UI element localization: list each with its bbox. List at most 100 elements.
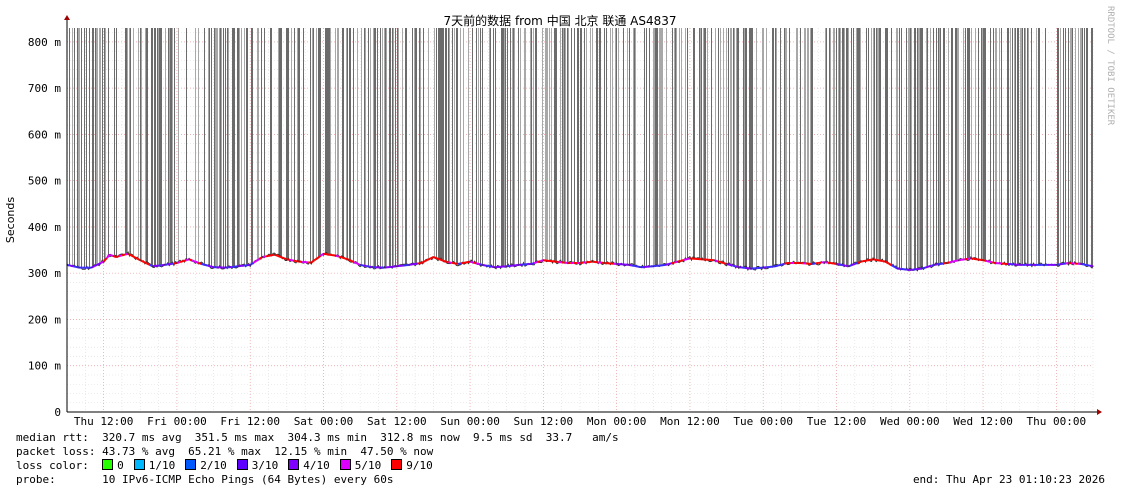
smoke-bar bbox=[749, 28, 750, 269]
loss-color-label: loss color: bbox=[16, 459, 89, 472]
smoke-bar bbox=[839, 28, 840, 265]
smoke-bar bbox=[1018, 28, 1019, 265]
smoke-bar bbox=[737, 28, 738, 267]
smoke-bar bbox=[428, 28, 429, 260]
smoke-bar bbox=[130, 28, 131, 255]
rtt-loss-segment bbox=[634, 265, 639, 268]
smoke-bar bbox=[168, 28, 169, 265]
smoke-bar bbox=[238, 28, 239, 267]
rtt-point bbox=[994, 262, 996, 264]
rtt-point bbox=[579, 262, 581, 264]
rtt-loss-segment bbox=[876, 258, 880, 262]
rtt-point bbox=[322, 253, 325, 255]
smoke-bar bbox=[985, 28, 986, 261]
loss-color-label: 3/10 bbox=[251, 459, 279, 472]
smoke-bar bbox=[660, 28, 661, 266]
smoke-bar bbox=[102, 28, 103, 263]
smoke-bar bbox=[577, 28, 578, 264]
smoke-bar bbox=[472, 28, 473, 263]
rtt-loss-segment bbox=[313, 257, 318, 262]
smoke-bar bbox=[618, 28, 619, 265]
smoke-bar bbox=[171, 28, 172, 264]
loss-color-swatch bbox=[391, 459, 403, 470]
smoke-bar bbox=[395, 28, 396, 267]
rtt-loss-segment bbox=[475, 262, 480, 266]
smoke-bar bbox=[216, 28, 217, 268]
smoke-bar bbox=[434, 28, 435, 258]
smoke-bar bbox=[439, 28, 440, 260]
smoke-bar bbox=[456, 28, 457, 264]
smoke-bar bbox=[655, 28, 656, 267]
smoke-bar bbox=[701, 28, 702, 260]
x-tick-label: Tue 12:00 bbox=[807, 415, 867, 428]
rtt-point bbox=[1067, 262, 1070, 264]
smoke-bar bbox=[375, 28, 376, 268]
rtt-loss-segment bbox=[720, 261, 724, 264]
smoke-bar bbox=[490, 28, 491, 267]
smoke-bar bbox=[911, 28, 912, 270]
smoke-bar bbox=[1081, 28, 1082, 264]
rtt-loss-segment bbox=[631, 264, 636, 268]
rtt-loss-segment bbox=[182, 259, 187, 263]
smoke-bar bbox=[547, 28, 548, 261]
smoke-bar bbox=[165, 28, 166, 265]
smoke-bar bbox=[635, 28, 636, 267]
smoke-bar bbox=[225, 28, 226, 268]
x-tick-label: Fri 00:00 bbox=[147, 415, 207, 428]
smoke-bar bbox=[744, 28, 745, 268]
smoke-bar bbox=[704, 28, 705, 260]
smoke-bar bbox=[789, 28, 790, 264]
smoke-bar bbox=[93, 28, 94, 267]
rtt-loss-segment bbox=[448, 261, 452, 264]
rtt-point bbox=[310, 261, 312, 264]
smoke-bar bbox=[99, 28, 100, 264]
smoke-bar bbox=[965, 28, 966, 260]
smoke-bar bbox=[886, 28, 887, 263]
rtt-point bbox=[335, 255, 337, 257]
rtt-loss-segment bbox=[851, 263, 856, 267]
loss-color-label: 1/10 bbox=[148, 459, 176, 472]
smoke-bar bbox=[159, 28, 160, 266]
smoke-bar bbox=[264, 28, 265, 257]
smoke-bar bbox=[86, 28, 87, 268]
smoke-bar bbox=[853, 28, 854, 265]
rtt-point bbox=[701, 258, 703, 260]
rtt-point bbox=[493, 266, 496, 268]
loss-color-item: 2/10 bbox=[185, 459, 227, 472]
smoke-bar bbox=[981, 28, 982, 260]
smoke-bar bbox=[208, 28, 209, 266]
smoke-bar bbox=[858, 28, 859, 263]
smoke-bar bbox=[313, 28, 314, 262]
smoke-bar bbox=[325, 28, 326, 255]
loss-color-swatch bbox=[102, 459, 114, 470]
rtt-point bbox=[1031, 264, 1033, 266]
smoke-bar bbox=[909, 28, 910, 270]
rtt-loss-segment bbox=[426, 257, 431, 261]
smoke-bar bbox=[271, 28, 272, 256]
smoke-bar bbox=[581, 28, 582, 263]
smoke-bar bbox=[843, 28, 844, 266]
rtt-loss-segment bbox=[778, 263, 782, 267]
smoke-bar bbox=[316, 28, 317, 260]
smoke-bar bbox=[125, 28, 126, 255]
smoke-bar bbox=[851, 28, 852, 266]
rtt-loss-segment bbox=[145, 262, 150, 266]
smoke-bar bbox=[405, 28, 406, 266]
y-tick-label: 800 m bbox=[28, 36, 61, 49]
smoke-bar bbox=[257, 28, 258, 261]
rtt-loss-segment bbox=[732, 264, 736, 268]
smoke-bar bbox=[776, 28, 777, 267]
rrdtool-watermark: RRDTOOL / TOBI OETIKER bbox=[1105, 6, 1115, 126]
loss-stats: packet loss: 43.73 % avg 65.21 % max 12.… bbox=[16, 445, 434, 458]
smoke-bar bbox=[1068, 28, 1069, 264]
smoke-bar bbox=[220, 28, 221, 268]
smoke-bar bbox=[726, 28, 727, 264]
smoke-bar bbox=[503, 28, 504, 267]
smoke-bar bbox=[460, 28, 461, 264]
smoke-bar bbox=[958, 28, 959, 261]
smoke-bar bbox=[489, 28, 490, 267]
smoke-bar bbox=[968, 28, 969, 259]
smoke-bar bbox=[239, 28, 240, 267]
rtt-loss-segment bbox=[350, 259, 355, 264]
rtt-point bbox=[445, 261, 447, 263]
